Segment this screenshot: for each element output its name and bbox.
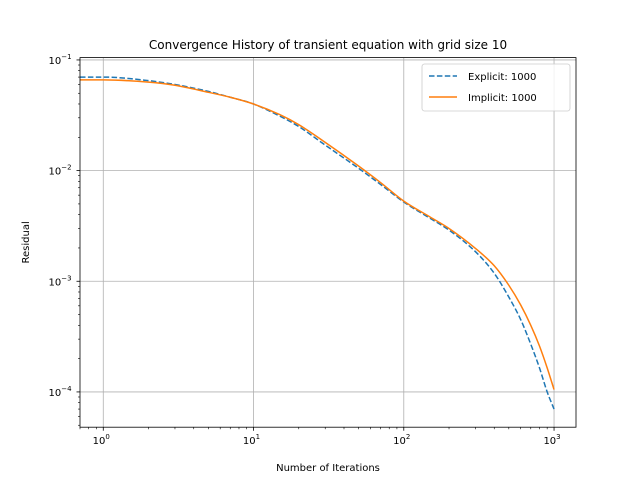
y-axis-title: Residual — [21, 221, 32, 263]
legend-label: Explicit: 1000 — [468, 72, 536, 83]
legend: Explicit: 1000 Implicit: 1000 — [421, 63, 571, 112]
plot-frame — [79, 57, 577, 428]
axis-ticks: 100 101 102 103 10−4 10−3 10−2 10−1 — [48, 53, 560, 447]
series-line-implicit — [80, 79, 555, 390]
x-tick-label: 102 — [393, 433, 410, 447]
chart-title: Convergence History of transient equatio… — [149, 38, 507, 52]
y-tick-label: 10−1 — [48, 53, 71, 67]
series-line-explicit — [80, 76, 555, 410]
legend-box — [421, 63, 571, 112]
x-axis-title: Number of Iterations — [276, 463, 380, 474]
x-tick-label: 101 — [243, 433, 260, 447]
y-tick-label: 10−3 — [48, 274, 71, 288]
y-tick-label: 10−2 — [48, 164, 71, 178]
x-tick-label: 100 — [93, 433, 110, 447]
y-tick-label: 10−4 — [48, 385, 72, 399]
x-tick-label: 103 — [543, 433, 560, 447]
series-layer — [80, 76, 555, 410]
grid-lines — [80, 57, 576, 428]
legend-label: Implicit: 1000 — [468, 93, 537, 104]
